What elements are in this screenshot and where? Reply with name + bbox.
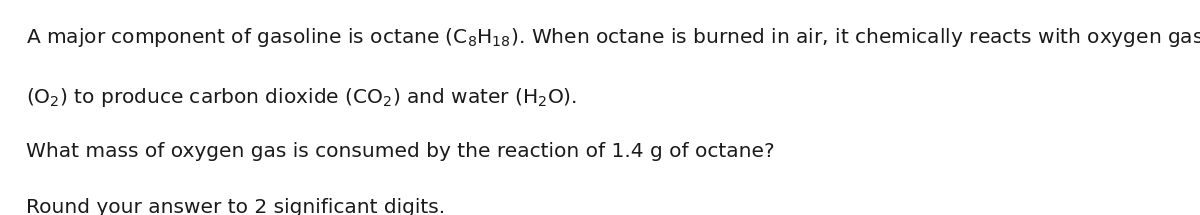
Text: What mass of oxygen gas is consumed by the reaction of 1.4 g of octane?: What mass of oxygen gas is consumed by t… [26, 142, 775, 161]
Text: $\left(\mathrm{O_2}\right)$ to produce carbon dioxide $\left(\mathrm{CO_2}\right: $\left(\mathrm{O_2}\right)$ to produce c… [26, 86, 577, 109]
Text: Round your answer to 2 significant digits.: Round your answer to 2 significant digit… [26, 198, 445, 215]
Text: A major component of gasoline is octane $\left(\mathrm{C_8H_{18}}\right)$. When : A major component of gasoline is octane … [26, 26, 1200, 49]
